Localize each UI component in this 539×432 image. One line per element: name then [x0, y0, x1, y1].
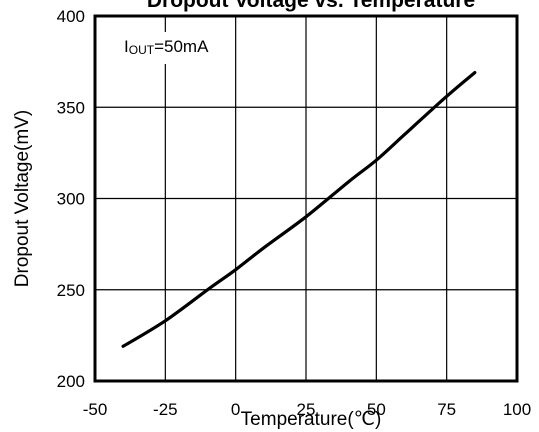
x-tick-label: -25: [153, 400, 178, 419]
annotation-text: IOUT=50mA: [124, 37, 209, 57]
x-tick-label: 100: [503, 400, 531, 419]
annotation: IOUT=50mA: [113, 32, 231, 64]
annotation-rest: =50mA: [154, 37, 209, 56]
x-axis-label: Temperature(℃): [241, 409, 382, 430]
x-tick-label: -50: [83, 400, 108, 419]
annotation-subscript: OUT: [129, 43, 155, 57]
series-line: [121, 71, 477, 348]
y-tick-label: 300: [57, 190, 85, 209]
plot-frame: [93, 14, 519, 383]
tick-labels: -50 -25 0 25 50 75 100 200 250 300 350 400: [57, 7, 532, 419]
y-tick-label: 350: [57, 98, 85, 117]
annotation-background: [113, 32, 231, 64]
x-tick-label: 75: [437, 400, 456, 419]
y-tick-label: 250: [57, 281, 85, 300]
y-tick-label: 200: [57, 372, 85, 391]
x-tick-label: 0: [231, 400, 240, 419]
grid: [95, 16, 517, 381]
chart-title: Dropout Voltage vs. Temperature: [147, 0, 475, 12]
annotation-main: I: [124, 37, 129, 56]
x-tick-label: 25: [297, 400, 316, 419]
x-tick-label: 50: [367, 400, 386, 419]
series-layer: [121, 71, 477, 348]
y-axis-label: Dropout Voltage(mV): [12, 110, 33, 287]
y-tick-label: 400: [57, 7, 85, 26]
